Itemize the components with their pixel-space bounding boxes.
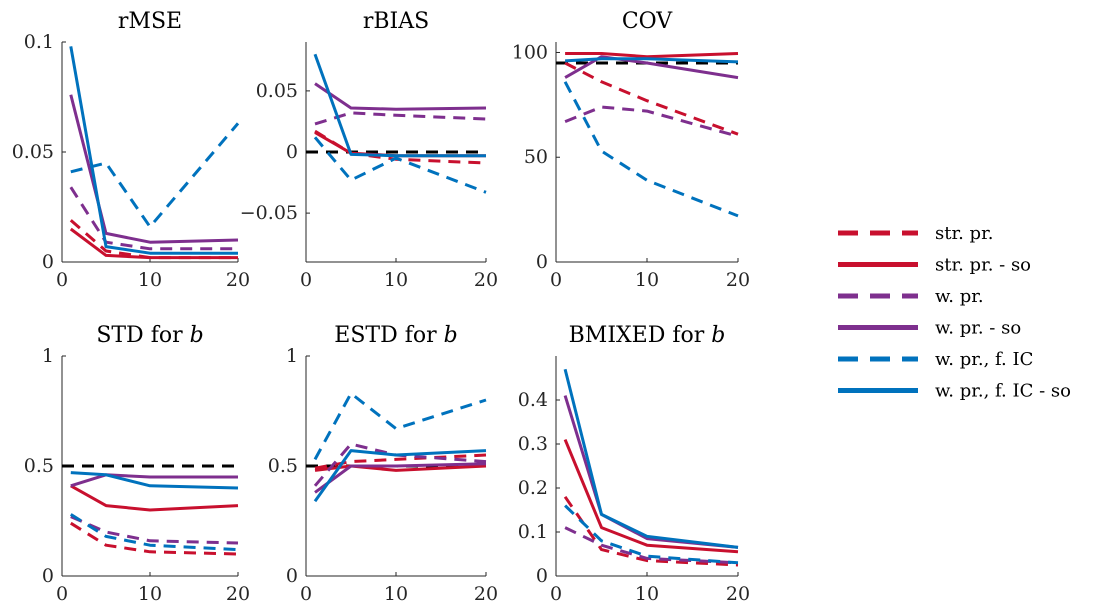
panel-title-text: BMIXED for bbox=[569, 323, 712, 348]
series-line-1 bbox=[564, 61, 739, 136]
panel-5: ESTD for b 0 10 20 0 0.5 1 bbox=[268, 323, 498, 605]
panel-title: BMIXED for b bbox=[569, 323, 726, 348]
series-line-3 bbox=[564, 105, 739, 138]
x-tick-label: 20 bbox=[226, 583, 250, 605]
series-line-2 bbox=[563, 439, 739, 554]
legend-label: w. pr., f. IC bbox=[935, 349, 1033, 370]
series-line-3 bbox=[314, 111, 487, 126]
y-tick-label: 0.05 bbox=[256, 80, 298, 102]
series-line-4 bbox=[70, 473, 238, 488]
series-line-3 bbox=[313, 442, 487, 487]
x-tick-label: 0 bbox=[550, 269, 562, 291]
y-tick-label: 0 bbox=[536, 565, 548, 587]
series-line-4 bbox=[314, 462, 487, 494]
series-line-5 bbox=[313, 391, 487, 461]
x-tick-label: 20 bbox=[726, 583, 750, 605]
y-tick-label: 0.4 bbox=[518, 389, 548, 411]
series-line-2 bbox=[314, 131, 486, 158]
panel-title-text: COV bbox=[622, 9, 673, 34]
series-line-1 bbox=[70, 521, 239, 556]
panel-title: rBIAS bbox=[363, 9, 429, 34]
series-line-5 bbox=[564, 504, 739, 565]
x-tick-label: 0 bbox=[56, 269, 68, 291]
panel-3: COV 0 10 20 0 50 100 bbox=[512, 9, 750, 291]
panel-4: STD for b 0 10 20 0 0.5 1 bbox=[24, 323, 250, 605]
x-tick-label: 0 bbox=[300, 583, 312, 605]
x-tick-label: 10 bbox=[138, 269, 162, 291]
panel-title-text: ESTD for bbox=[334, 323, 443, 348]
panel-title-text: STD for bbox=[96, 323, 189, 348]
y-tick-label: 0 bbox=[42, 565, 54, 587]
panel-6: BMIXED for b 0 10 20 0 0.1 0.2 0.3 0.4 bbox=[518, 323, 750, 605]
series-line-5 bbox=[70, 513, 239, 552]
y-tick-label: 0.05 bbox=[12, 141, 54, 163]
legend-label: w. pr. - so bbox=[935, 318, 1021, 339]
series-line-1 bbox=[69, 219, 238, 260]
series-line-5 bbox=[563, 81, 739, 218]
y-tick-label: 1 bbox=[286, 345, 298, 367]
series-line-6 bbox=[69, 46, 238, 255]
x-tick-label: 10 bbox=[384, 583, 408, 605]
series-line-2 bbox=[565, 52, 739, 59]
panel-title: ESTD for b bbox=[334, 323, 457, 348]
y-tick-label: 100 bbox=[512, 41, 548, 63]
x-tick-label: 0 bbox=[56, 583, 68, 605]
y-tick-label: 0.1 bbox=[24, 31, 54, 53]
x-tick-label: 0 bbox=[550, 583, 562, 605]
series-line-3 bbox=[70, 515, 239, 545]
x-tick-label: 20 bbox=[226, 269, 250, 291]
series-line-6 bbox=[70, 471, 239, 490]
series-line-6 bbox=[563, 368, 739, 549]
series-line-4 bbox=[69, 94, 239, 244]
x-tick-label: 10 bbox=[635, 583, 659, 605]
legend-label: w. pr. bbox=[935, 286, 984, 307]
panel-title-italic: b bbox=[190, 323, 204, 348]
panel-title-italic: b bbox=[711, 323, 725, 348]
y-tick-label: 50 bbox=[524, 146, 548, 168]
y-tick-label: 0.3 bbox=[518, 433, 548, 455]
y-tick-label: 0.2 bbox=[518, 477, 548, 499]
series-line-6 bbox=[313, 449, 487, 503]
panel-2: rBIAS 0 10 20 −0.05 0 0.05 bbox=[240, 9, 498, 291]
legend-label: w. pr., f. IC - so bbox=[935, 381, 1071, 402]
x-tick-label: 0 bbox=[300, 269, 312, 291]
series-line-4 bbox=[314, 82, 487, 111]
series-line-2 bbox=[70, 484, 239, 512]
y-tick-label: 0 bbox=[536, 251, 548, 273]
x-tick-label: 10 bbox=[384, 269, 408, 291]
y-tick-label: 0.1 bbox=[518, 521, 548, 543]
y-tick-label: 0 bbox=[286, 141, 298, 163]
panel-title-italic: b bbox=[444, 323, 458, 348]
panel-title-text: rBIAS bbox=[363, 9, 429, 34]
x-tick-label: 10 bbox=[635, 269, 659, 291]
legend-label: str. pr. bbox=[935, 223, 993, 244]
series-line-6 bbox=[565, 57, 739, 64]
series-line-3 bbox=[69, 186, 238, 251]
y-tick-label: 0 bbox=[42, 251, 54, 273]
panel-1: rMSE 0 10 20 0 0.05 0.1 bbox=[12, 9, 250, 291]
x-tick-label: 20 bbox=[474, 269, 498, 291]
panel-title: COV bbox=[622, 9, 673, 34]
y-tick-label: 1 bbox=[42, 345, 54, 367]
x-tick-label: 10 bbox=[138, 583, 162, 605]
y-tick-label: 0.5 bbox=[268, 455, 298, 477]
series-line-5 bbox=[313, 136, 487, 194]
panel-title: rMSE bbox=[118, 9, 182, 34]
y-tick-label: 0.5 bbox=[24, 455, 54, 477]
panel-title: STD for b bbox=[96, 323, 203, 348]
series-line-5 bbox=[70, 122, 240, 229]
series-line-6 bbox=[313, 53, 486, 158]
panel-title-text: rMSE bbox=[118, 9, 182, 34]
series-line-3 bbox=[564, 526, 739, 565]
y-tick-label: 0 bbox=[286, 565, 298, 587]
x-tick-label: 20 bbox=[474, 583, 498, 605]
series-line-2 bbox=[314, 464, 487, 472]
legend: str. pr. str. pr. - so w. pr. w. pr. - so w.… bbox=[838, 223, 1071, 402]
series-line-2 bbox=[69, 227, 238, 260]
x-tick-label: 20 bbox=[726, 269, 750, 291]
legend-label: str. pr. - so bbox=[935, 255, 1031, 276]
y-tick-label: −0.05 bbox=[240, 202, 298, 224]
series-line-1 bbox=[563, 495, 739, 567]
